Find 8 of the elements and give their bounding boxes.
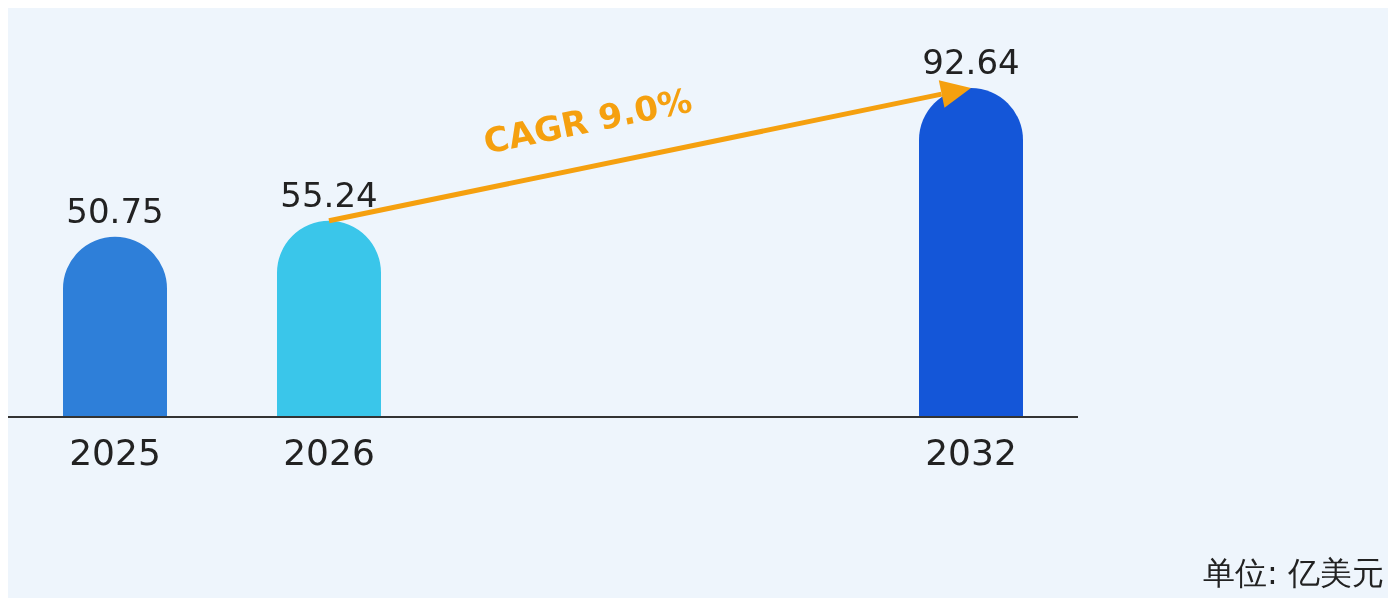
data-label: 55.24 [280,174,378,215]
x-tick-label: 2025 [69,431,161,473]
text: 单位: 亿美元 [1203,553,1384,594]
x-tick-label: 2026 [283,431,375,473]
data-label: 50.75 [66,190,164,231]
annotation: CAGR 9.0% [479,79,696,162]
x-tick-label: 2032 [925,431,1017,473]
data-label: 92.64 [922,42,1020,82]
